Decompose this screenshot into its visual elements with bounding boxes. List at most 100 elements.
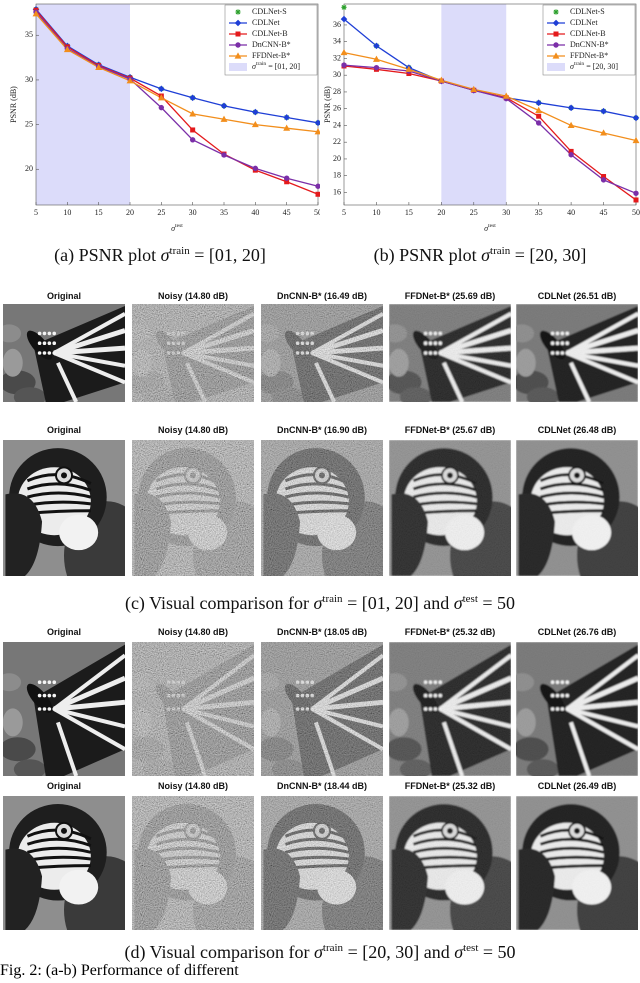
panel-caption: (c) Visual comparison for σtrain = [01, … xyxy=(0,593,640,614)
caption-text: (d) Visual comparison for xyxy=(124,942,314,962)
marker xyxy=(632,114,640,122)
superscript: train xyxy=(490,245,511,257)
symbol: σ xyxy=(570,62,575,71)
noise xyxy=(516,304,638,402)
image-label: FFDNet-B* (25.69 dB) xyxy=(404,291,496,301)
caption-text: = [20, 30] xyxy=(510,245,587,265)
scene xyxy=(3,796,125,930)
image xyxy=(132,304,254,402)
image-label: DnCNN-B* (18.05 dB) xyxy=(276,627,367,637)
legend-label: DnCNN-B* xyxy=(570,40,609,49)
wing xyxy=(33,305,125,402)
wing-stripe xyxy=(54,345,125,356)
body xyxy=(26,683,53,713)
marker xyxy=(600,129,608,136)
wing-stripe xyxy=(56,361,79,402)
symbol: σ xyxy=(484,224,489,233)
noise xyxy=(261,440,383,576)
spot xyxy=(42,331,47,336)
x-tick-label: 15 xyxy=(95,208,103,217)
image xyxy=(261,304,383,402)
marker xyxy=(373,64,380,71)
y-tick-label: 32 xyxy=(333,53,341,62)
marker xyxy=(341,4,347,10)
y-tick-label: 18 xyxy=(333,171,341,180)
marker xyxy=(235,31,241,37)
caption-b: (b) PSNR plot σtrain = [20, 30] xyxy=(320,245,640,266)
noise xyxy=(389,440,511,576)
image xyxy=(132,642,254,776)
superscript: train xyxy=(322,942,344,954)
superscript: test xyxy=(488,223,496,229)
noise xyxy=(261,642,383,776)
scene xyxy=(3,642,125,776)
symbol: σ xyxy=(313,593,323,613)
symbol: σ xyxy=(252,62,257,71)
leaf xyxy=(3,348,23,377)
marker xyxy=(234,52,242,59)
marker xyxy=(220,102,228,110)
marker xyxy=(221,152,227,158)
x-tick-label: 25 xyxy=(157,208,165,217)
image-label: Noisy (14.80 dB) xyxy=(157,781,229,791)
series-line xyxy=(35,9,319,195)
wing-stripe xyxy=(53,328,125,356)
series-line xyxy=(35,13,319,133)
scene xyxy=(3,304,125,402)
wing-stripe xyxy=(53,707,125,729)
plot-frame xyxy=(35,3,319,206)
train-band xyxy=(36,4,130,205)
image-label: FFDNet-B* (25.32 dB) xyxy=(404,781,496,791)
panel-caption: (d) Visual comparison for σtrain = [20, … xyxy=(0,942,640,963)
noise xyxy=(389,796,511,930)
spot xyxy=(47,680,52,684)
marker xyxy=(340,48,348,56)
image xyxy=(3,796,125,930)
x-tick-label: 15 xyxy=(405,208,413,217)
marker xyxy=(32,10,40,17)
scene xyxy=(3,440,125,576)
marker xyxy=(340,15,348,23)
marker xyxy=(251,120,259,128)
wing-stripe xyxy=(53,351,125,368)
wing-stripe xyxy=(54,699,125,712)
marker xyxy=(157,94,165,101)
wing-stripe xyxy=(56,721,79,776)
legend-label: DnCNN-B* xyxy=(252,40,291,49)
image-label: FFDNet-B* (25.67 dB) xyxy=(404,425,496,435)
spot xyxy=(52,331,57,336)
marker xyxy=(341,62,347,68)
wing-stripe xyxy=(53,675,125,712)
image-label: Original xyxy=(46,425,81,435)
marker xyxy=(283,114,290,121)
spot xyxy=(52,680,57,684)
marker xyxy=(405,65,413,72)
face-stripe xyxy=(27,846,92,854)
caption-text: (c) Visual comparison for xyxy=(124,593,314,613)
spot xyxy=(42,680,47,684)
marker xyxy=(126,77,134,84)
leaf xyxy=(13,759,46,776)
noise xyxy=(132,642,254,776)
text-part: = [20, 30] xyxy=(584,62,618,71)
noise xyxy=(389,642,511,776)
image xyxy=(261,796,383,930)
pupil xyxy=(61,472,67,479)
marker xyxy=(552,19,560,27)
legend-label: CDLNet-B xyxy=(570,29,606,38)
y-tick-label: 26 xyxy=(333,104,341,113)
marker xyxy=(535,120,542,126)
y-axis-label: PSNR (dB) xyxy=(323,86,332,123)
marker xyxy=(189,137,196,143)
series-line xyxy=(343,64,637,194)
x-tick-label: 40 xyxy=(251,208,259,217)
x-tick-label: 45 xyxy=(600,208,608,217)
image xyxy=(389,440,511,576)
y-tick-label: 20 xyxy=(25,164,33,173)
spot xyxy=(47,707,52,711)
caption-text: = 50 xyxy=(477,593,516,613)
spot xyxy=(42,693,47,698)
legend-band-patch xyxy=(229,63,247,71)
symbol: σ xyxy=(314,942,323,962)
marker xyxy=(158,104,165,111)
